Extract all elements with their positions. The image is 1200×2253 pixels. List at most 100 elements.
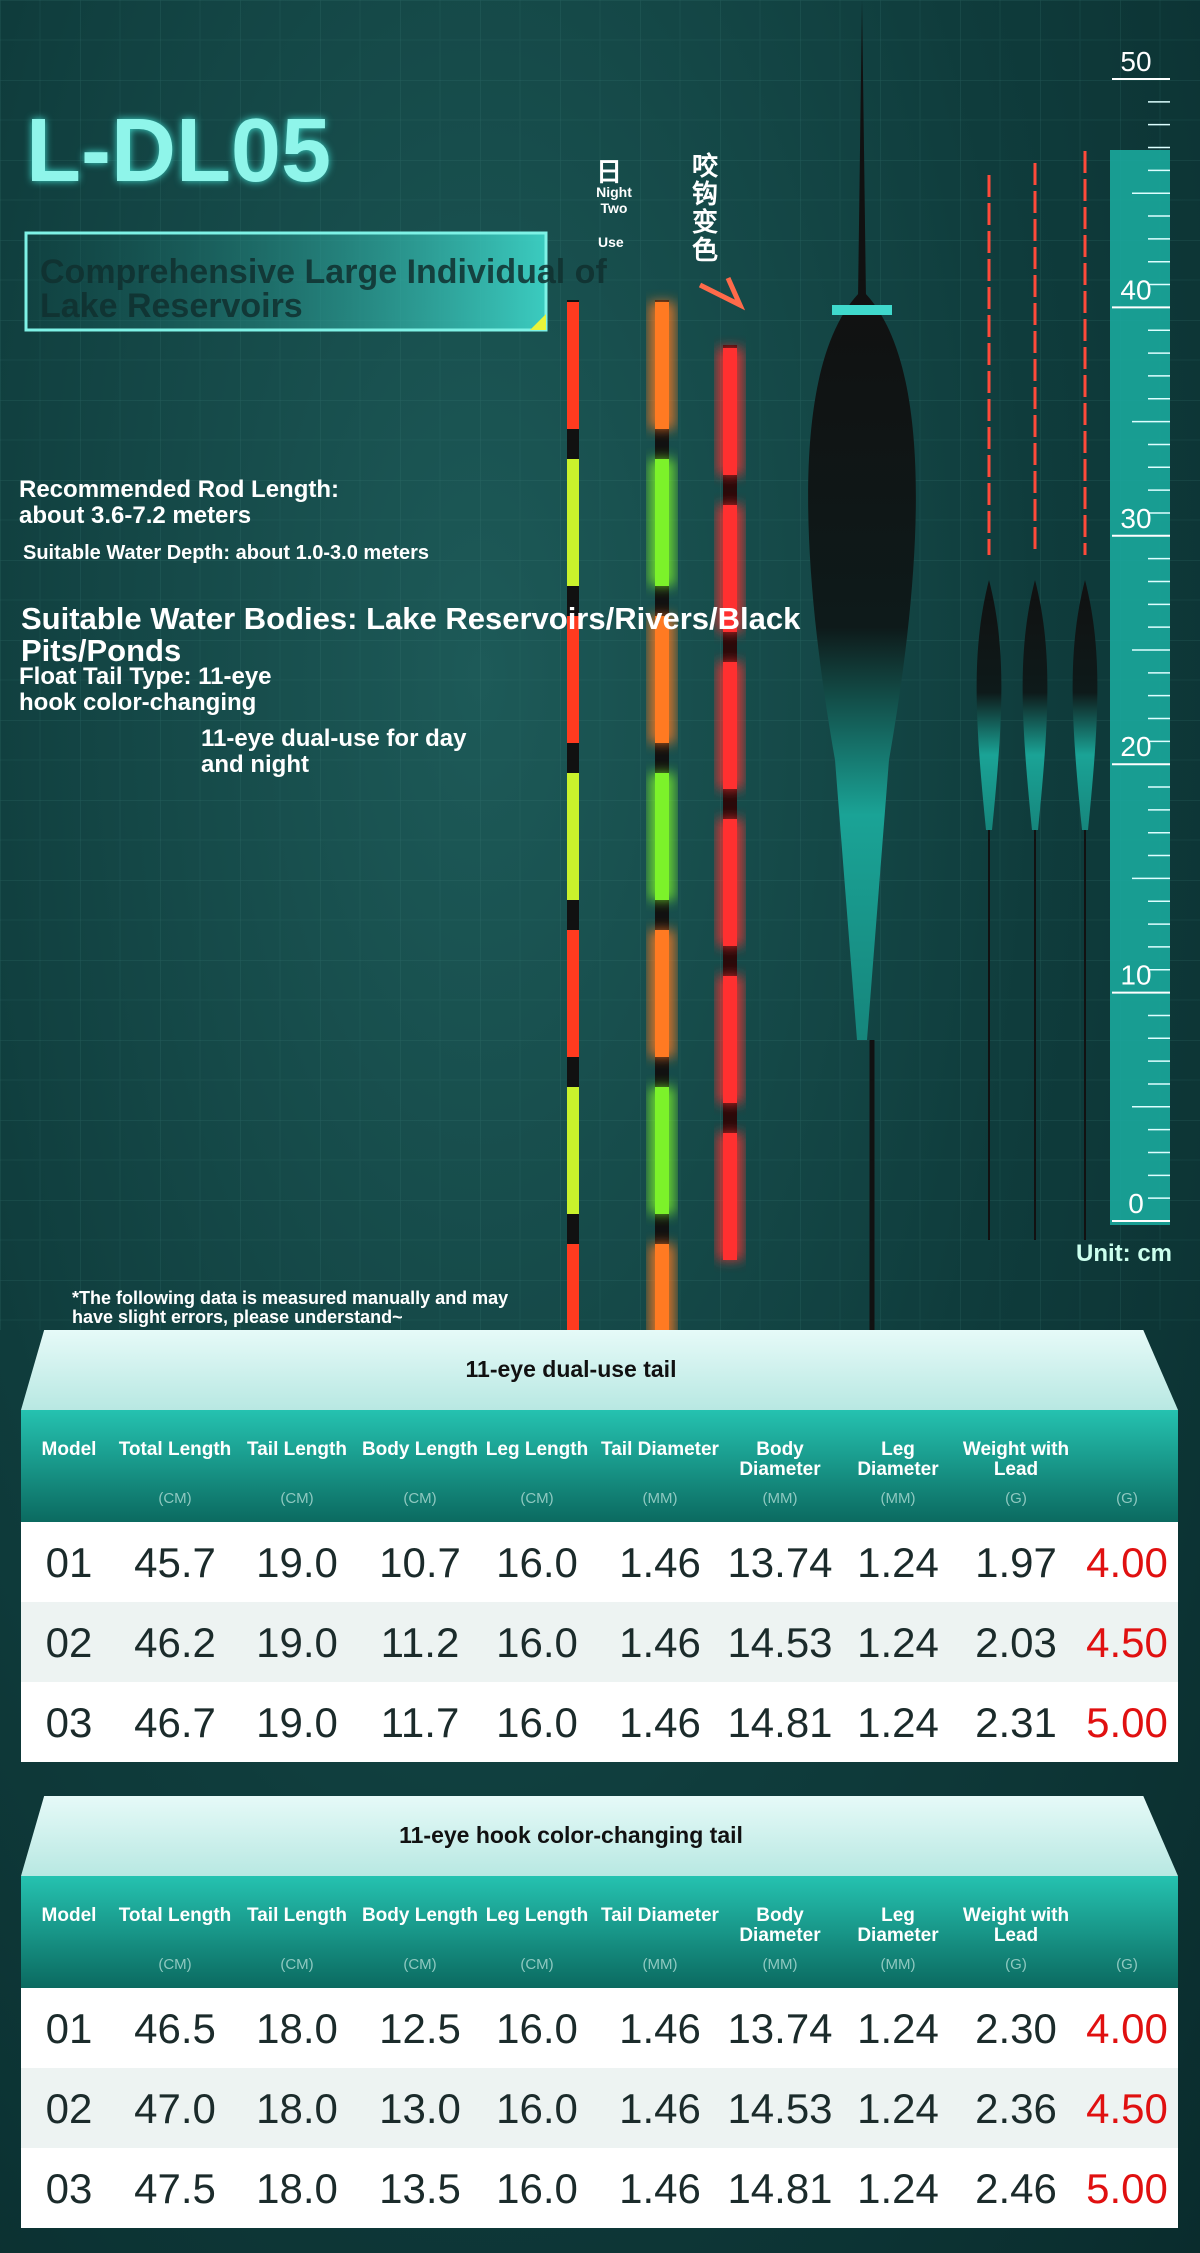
table-cell: 14.53 xyxy=(727,1619,833,1666)
column-header: Leg Diameter xyxy=(857,1439,939,1480)
table-row xyxy=(21,1522,1178,1602)
column-unit: (G) xyxy=(1005,1956,1027,1973)
tick-label: 0 xyxy=(1128,1188,1144,1219)
table-cell: 47.5 xyxy=(134,2165,216,2212)
table-cell: 19.0 xyxy=(256,1619,338,1666)
tag-night: Night Two xyxy=(596,184,632,216)
table-cell: 47.0 xyxy=(134,2085,216,2132)
column-unit: (CM) xyxy=(520,1490,554,1507)
table-cell: 18.0 xyxy=(256,2165,338,2212)
tick-label: 30 xyxy=(1120,503,1151,534)
subtitle-box xyxy=(24,231,548,332)
table-cell: 11.7 xyxy=(380,1699,460,1746)
table-cell: 1.46 xyxy=(619,1619,701,1666)
table-cell: 1.24 xyxy=(857,1619,939,1666)
table-cell: 5.00 xyxy=(1086,2165,1168,2212)
tail-segment xyxy=(567,930,579,1057)
column-header: Body Diameter xyxy=(739,1439,821,1480)
tail-segment xyxy=(567,302,579,429)
table-cell: 14.53 xyxy=(727,2085,833,2132)
tail-segment xyxy=(723,662,737,789)
table-cell: 1.24 xyxy=(857,1539,939,1586)
table-cell: 1.46 xyxy=(619,2085,701,2132)
table-cell: 14.81 xyxy=(727,1699,833,1746)
tail-segment xyxy=(567,773,579,900)
tag-day: 日 xyxy=(596,157,623,187)
table-cell: 16.0 xyxy=(496,2085,578,2132)
table-cell: 19.0 xyxy=(256,1699,338,1746)
table-cell: 1.24 xyxy=(857,1699,939,1746)
table-row xyxy=(21,1602,1178,1682)
table-cell: 5.00 xyxy=(1086,1699,1168,1746)
column-header: Body Diameter xyxy=(739,1905,821,1946)
table-cell: 1.46 xyxy=(619,1699,701,1746)
table-cell: 16.0 xyxy=(496,1539,578,1586)
column-header: Weight with Lead xyxy=(962,1439,1070,1480)
table-cell: 19.0 xyxy=(256,1539,338,1586)
column-unit: (MM) xyxy=(642,1956,678,1973)
table-cell: 46.2 xyxy=(134,1619,216,1666)
table-cell: 2.31 xyxy=(975,1699,1057,1746)
table-row xyxy=(21,2068,1178,2148)
column-unit: (CM) xyxy=(158,1956,192,1973)
table-cell: 1.46 xyxy=(619,1539,701,1586)
column-header: Total Length xyxy=(118,1439,232,1460)
float-antenna xyxy=(858,0,866,300)
tick-label: 40 xyxy=(1120,274,1151,305)
table-cell: 12.5 xyxy=(379,2005,461,2052)
column-unit: (CM) xyxy=(403,1956,437,1973)
title: L-DL05 xyxy=(26,101,332,201)
table-cell: 11.2 xyxy=(380,1619,460,1666)
table-cell: 2.03 xyxy=(975,1619,1057,1666)
column-unit: (CM) xyxy=(280,1956,314,1973)
column-header: Total Length xyxy=(118,1905,232,1926)
column-header: Tail Length xyxy=(247,1439,347,1460)
table-cell: 2.46 xyxy=(975,2165,1057,2212)
table-cell: 4.00 xyxy=(1086,1539,1168,1586)
column-header: Leg Diameter xyxy=(857,1905,939,1946)
tag-bite: 咬钩变色 xyxy=(692,151,719,265)
column-unit: (G) xyxy=(1116,1956,1138,1973)
table-cell: 1.97 xyxy=(975,1539,1057,1586)
column-unit: (CM) xyxy=(280,1490,314,1507)
table-title-band xyxy=(21,1796,1178,1876)
mini-body xyxy=(1022,580,1048,830)
table-row xyxy=(21,1682,1178,1762)
table-title-band xyxy=(21,1330,1178,1410)
floats xyxy=(567,0,1098,1371)
table-cell: 16.0 xyxy=(496,2165,578,2212)
table-cell: 18.0 xyxy=(256,2085,338,2132)
spec: 11-eye dual-use for day and night xyxy=(201,725,467,778)
column-header: Tail Diameter xyxy=(601,1439,719,1460)
column-header: Weight with Lead xyxy=(962,1905,1070,1946)
mini-body xyxy=(1072,580,1098,830)
tick-label: 20 xyxy=(1120,731,1151,762)
column-unit: (MM) xyxy=(642,1490,678,1507)
column-header: Model xyxy=(41,1905,97,1926)
column-unit: (MM) xyxy=(762,1490,798,1507)
tail-segment xyxy=(723,976,737,1103)
table-cell: 02 xyxy=(45,2085,93,2132)
table-cell: 13.5 xyxy=(379,2165,461,2212)
ruler-scale: 0 10 20 30 40 50 xyxy=(1112,46,1170,1222)
table-cell: 4.50 xyxy=(1086,1619,1168,1666)
tail-segment xyxy=(567,616,579,743)
table-cell: 14.81 xyxy=(727,2165,833,2212)
spec: Recommended Rod Length: about 3.6-7.2 me… xyxy=(19,476,340,529)
float-band xyxy=(832,305,892,315)
table-cell: 1.46 xyxy=(619,2165,701,2212)
column-unit: (CM) xyxy=(403,1490,437,1507)
tail-segment xyxy=(567,459,579,586)
header-band xyxy=(21,1876,1178,1988)
tail-segment xyxy=(655,459,669,586)
spec: Suitable Water Depth: about 1.0-3.0 mete… xyxy=(23,542,430,564)
table-row xyxy=(21,2148,1178,2228)
column-unit: (MM) xyxy=(880,1490,916,1507)
unit: Unit: cm xyxy=(1076,1240,1172,1267)
table-cell: 2.30 xyxy=(975,2005,1057,2052)
column-unit: (G) xyxy=(1116,1490,1138,1507)
tail-segment xyxy=(655,302,669,429)
tail-segment xyxy=(723,505,737,632)
